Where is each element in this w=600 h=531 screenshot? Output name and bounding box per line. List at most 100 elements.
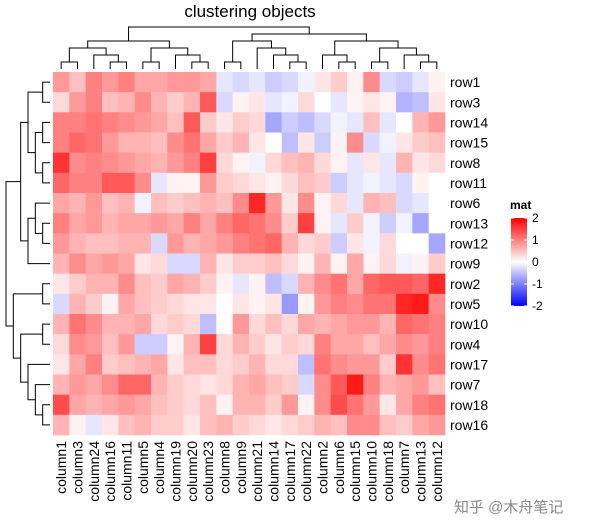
heatmap-cell [265,92,282,113]
heatmap-cell [200,253,217,274]
heatmap-cell [428,152,446,174]
heatmap-cell [69,273,86,295]
heatmap-cell [134,112,152,133]
heatmap-cell [53,374,70,395]
heatmap-cell [69,92,86,113]
column-label: column17 [282,441,298,502]
heatmap-cell [265,414,282,436]
heatmap-cell [265,193,282,214]
heatmap-cell [216,213,233,234]
row-label: row13 [450,215,488,231]
heatmap-cell [265,314,282,335]
heatmap-cell [314,233,331,254]
heatmap-cell [69,132,86,153]
heatmap-cell [232,414,250,436]
heatmap-cell [298,132,315,153]
heatmap-cell [347,354,364,375]
heatmap-cell [330,394,348,416]
heatmap-cell [167,92,184,113]
heatmap-cell [265,293,282,315]
heatmap-cell [396,374,413,395]
heatmap-cell [298,293,315,315]
heatmap-cell [69,334,86,355]
heatmap-cell [232,152,250,174]
heatmap-cell [183,92,201,113]
heatmap-cell [183,334,201,355]
heatmap-cell [412,374,429,395]
row-label: row4 [450,336,481,352]
heatmap-cell [53,172,70,194]
heatmap-cell [85,112,103,133]
heatmap-cell [314,152,331,174]
heatmap-cell [347,92,364,113]
column-label: column19 [168,441,184,502]
heatmap-cell [53,354,70,375]
heatmap-cell [281,414,299,436]
heatmap-cell [428,72,446,93]
heatmap-cell [330,354,348,375]
column-label: column18 [380,441,396,502]
heatmap-cell [200,132,217,153]
heatmap-cell [330,72,348,93]
heatmap-cell [183,72,201,93]
heatmap-cell [330,233,348,254]
heatmap-cell [183,414,201,436]
heatmap-cell [428,112,446,133]
legend-tick-label: 1 [532,233,539,247]
heatmap-cell [347,172,364,194]
column-label: column2 [315,441,331,494]
heatmap-cell [102,293,119,315]
dendrogram [338,61,356,69]
heatmap-cell [118,414,135,436]
dendrogram [34,132,43,174]
heatmap-cell [281,112,299,133]
heatmap-cell [428,414,446,436]
heatmap-cell [134,213,152,234]
heatmap-cell [183,273,201,295]
heatmap-cell [118,132,135,153]
heatmap-cell [118,213,135,234]
heatmap-cell [151,132,168,153]
heatmap-cell [118,72,135,93]
heatmap-cell [379,72,397,93]
heatmap-cell [102,213,119,234]
heatmap-cell [183,193,201,214]
heatmap-cell [200,354,217,375]
dendrogram [42,323,50,345]
heatmap-cell [183,213,201,234]
heatmap-cell [53,414,70,436]
heatmap-cell [428,92,446,113]
heatmap-cell [428,374,446,395]
heatmap-cell [216,112,233,133]
heatmap-cell [151,334,168,355]
heatmap-cell [249,314,266,335]
heatmap-cell [200,213,217,234]
heatmap-cell [379,213,397,234]
heatmap-cell [151,374,168,395]
heatmap-cell [53,334,70,355]
heatmap-cell [428,233,446,254]
heatmap-cell [85,233,103,254]
heatmap-cell [53,314,70,335]
heatmap-cell [232,314,250,335]
heatmap-cell [53,293,70,315]
heatmap-cell [412,233,429,254]
heatmap-cell [379,394,397,416]
heatmap-cell [216,293,233,315]
heatmap-cell [167,314,184,335]
row-label: row18 [450,397,488,413]
heatmap-cell [249,293,266,315]
heatmap-cell [134,253,152,274]
heatmap-cell [232,72,250,93]
heatmap-cell [167,293,184,315]
heatmap-cell [347,132,364,153]
heatmap-cell [102,374,119,395]
heatmap-cell [216,314,233,335]
legend-tick-label: -1 [532,277,543,291]
dendrogram [42,404,50,426]
heatmap-cell [379,334,397,355]
legend-tick-label: -2 [532,299,543,313]
heatmap-cell [396,414,413,436]
heatmap-cell [53,394,70,416]
